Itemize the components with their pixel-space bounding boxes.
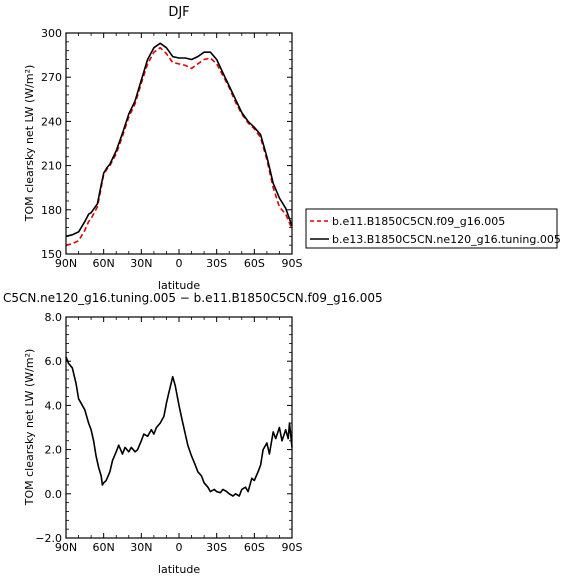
bottom-x-tick-label: 60S — [244, 541, 265, 554]
bottom-y-tick-label: 8.0 — [45, 311, 63, 324]
legend-label-series-1: b.e11.B1850C5CN.f09_g16.005 — [332, 215, 505, 228]
top-x-tick-label: 60N — [93, 257, 115, 270]
top-x-tick-label: 30S — [206, 257, 227, 270]
top-x-tick-label: 30N — [130, 257, 152, 270]
top-panel: DJF TOM clearsky net LW (W/m²) latitude … — [23, 5, 303, 292]
top-x-tick-label: 60S — [244, 257, 265, 270]
top-plot-frame — [65, 32, 293, 255]
top-chart-title: DJF — [168, 5, 189, 20]
bottom-x-tick-label: 0 — [176, 541, 183, 554]
top-y-tick-label: 180 — [41, 204, 62, 217]
top-plot-marks: 90N 60N 30N 0 30S 60S 90S 150 180 210 240 270 300 — [41, 27, 303, 270]
top-y-tick-label: 300 — [41, 27, 62, 40]
bottom-x-tick-label: 30S — [206, 541, 227, 554]
bottom-y-tick-label: 4.0 — [45, 399, 63, 412]
top-series-line-2 — [65, 42, 293, 238]
top-series-line-1 — [65, 46, 293, 246]
bottom-y-tick-label: 2.0 — [45, 444, 63, 457]
bottom-plot-marks: 90N 60N 30N 0 30S 60S 90S −2.0 0.0 2.0 4.0 6.0 8.0 — [35, 311, 302, 554]
top-y-tick-label: 270 — [41, 71, 62, 84]
bottom-x-tick-label: 90S — [282, 541, 303, 554]
top-y-tick-label: 240 — [41, 115, 62, 128]
top-x-tick-label: 90N — [55, 257, 77, 270]
top-x-tick-label: 90S — [282, 257, 303, 270]
bottom-y-tick-label: 6.0 — [45, 355, 63, 368]
legend: b.e11.B1850C5CN.f09_g16.005 b.e13.B1850C… — [305, 208, 561, 249]
legend-label-series-2: b.e13.B1850C5CN.ne120_g16.tuning.005 — [332, 233, 561, 246]
bottom-plot-frame — [65, 316, 293, 539]
bottom-chart-title: C5CN.ne120_g16.tuning.005 − b.e11.B1850C… — [3, 291, 383, 305]
bottom-series-line-1 — [65, 356, 293, 497]
bottom-x-axis-label: latitude — [158, 563, 200, 576]
bottom-x-tick-label: 30N — [130, 541, 152, 554]
bottom-y-tick-label: −2.0 — [35, 532, 62, 545]
top-y-axis-label: TOM clearsky net LW (W/m²) — [23, 65, 36, 223]
legend-box — [305, 208, 558, 249]
top-x-tick-label: 0 — [176, 257, 183, 270]
top-y-tick-label: 210 — [41, 160, 62, 173]
bottom-y-tick-label: 0.0 — [45, 488, 63, 501]
bottom-x-tick-label: 60N — [93, 541, 115, 554]
bottom-x-tick-label: 90N — [55, 541, 77, 554]
bottom-panel: C5CN.ne120_g16.tuning.005 − b.e11.B1850C… — [3, 291, 383, 576]
top-x-axis-label: latitude — [158, 279, 200, 292]
top-y-tick-label: 150 — [41, 248, 62, 261]
bottom-y-axis-label: TOM clearsky net LW (W/m²) — [23, 349, 36, 507]
